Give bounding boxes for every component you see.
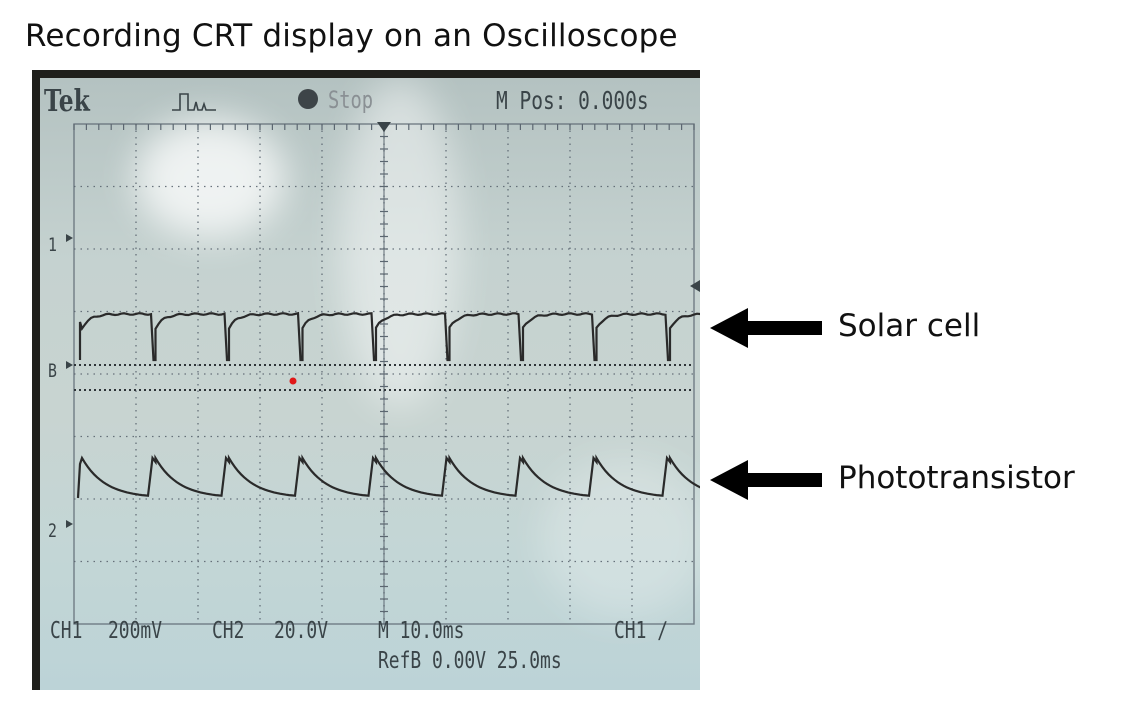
ch1-arrow-icon [66,234,73,242]
solar-cell-trace [78,311,700,362]
trigger-readout: CH1 ∕ [614,618,669,644]
run-state: Stop [328,86,374,114]
phototransistor-trace [76,454,700,499]
solar-cell-label: Solar cell [838,308,981,344]
ch2-arrow-icon [66,520,73,528]
refb-marker: B [48,360,57,382]
brand-logo: Tek [44,84,90,119]
ch2-label: CH2 [212,618,245,644]
ch1-marker: 1 [48,234,57,256]
refb-readout: RefB 0.00V 25.0ms [378,648,562,674]
phototransistor-arrow-icon [710,460,822,500]
ch1-label: CH1 [50,618,83,644]
m-pos-readout: M Pos: 0.000s [496,86,649,115]
red-dot [289,377,297,385]
timebase-readout: M 10.0ms [378,618,465,644]
solar-cell-arrow-icon [710,308,822,348]
phototransistor-label: Phototransistor [838,460,1075,496]
trigger-level-icon [690,280,700,292]
ch2-marker: 2 [48,520,57,542]
stop-indicator-icon [298,89,318,109]
trigger-position-icon [377,122,391,132]
ch1-scale: 200mV [108,618,163,644]
oscilloscope-photo: Tek Stop M Pos: 0.000s 1 B 2 CH1 200mV C… [32,70,700,690]
figure-title: Recording CRT display on an Oscilloscope [25,18,678,54]
oscilloscope-screen: Tek Stop M Pos: 0.000s 1 B 2 CH1 200mV C… [40,78,700,690]
ch2-scale: 20.0V [274,618,329,644]
refb-arrow-icon [66,361,73,369]
acquire-icon [172,93,216,111]
scope-graticule [66,122,700,625]
